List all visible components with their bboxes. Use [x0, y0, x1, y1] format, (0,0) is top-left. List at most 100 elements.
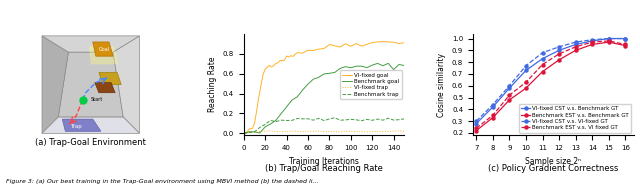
Benchmark EST v.s. VI fixed GT	[522, 81, 530, 83]
Legend: VI-fixed CST v.s. Benchmark GT, Benchmark EST v.s. Benchmark GT, VI-fixed CST v.: VI-fixed CST v.s. Benchmark GT, Benchmar…	[519, 104, 631, 133]
Benchmark trap	[390, 119, 397, 121]
VI-fixed goal	[266, 64, 273, 67]
VI-fixed goal	[326, 43, 333, 46]
Title: (b) Trap/Goal Reaching Rate: (b) Trap/Goal Reaching Rate	[265, 164, 383, 173]
Benchmark EST v.s. VI fixed GT	[506, 94, 513, 96]
VI-fixed goal	[299, 52, 307, 54]
Benchmark trap	[379, 119, 387, 121]
Benchmark goal	[304, 83, 312, 85]
Benchmark trap	[299, 118, 307, 120]
VI-fixed goal	[385, 41, 392, 43]
Benchmark trap	[336, 119, 344, 121]
Benchmark goal	[374, 62, 381, 64]
VI-fixed trap	[358, 130, 365, 133]
VI-fixed CST v.s. Benchmark GT	[605, 37, 612, 40]
Benchmark goal	[336, 67, 344, 70]
Benchmark goal	[250, 131, 258, 133]
Benchmark trap	[326, 118, 333, 120]
VI-fixed goal	[363, 43, 371, 45]
Benchmark goal	[369, 64, 376, 66]
Benchmark goal	[331, 71, 339, 74]
VI-fixed trap	[352, 130, 360, 133]
Benchmark trap	[304, 118, 312, 120]
VI-fixed goal	[270, 65, 278, 67]
VI-fixed trap	[256, 130, 264, 133]
Benchmark trap	[342, 119, 349, 121]
VI-fixed goal	[274, 62, 282, 64]
Benchmark goal	[288, 99, 296, 101]
Benchmark EST v.s. Benchmark GT	[522, 87, 530, 89]
VI-fixed goal	[272, 62, 280, 64]
Benchmark EST v.s. Benchmark GT	[472, 130, 480, 132]
VI-fixed trap	[379, 131, 387, 133]
Line: Benchmark EST v.s. Benchmark GT: Benchmark EST v.s. Benchmark GT	[475, 41, 627, 132]
VI-fixed goal	[253, 110, 260, 113]
VI-fixed CST v.s. Benchmark GT	[621, 37, 629, 40]
VI-fixed goal	[315, 48, 323, 50]
Benchmark trap	[240, 132, 248, 134]
VI-fixed trap	[401, 130, 408, 132]
Line: VI-fixed trap: VI-fixed trap	[244, 131, 404, 133]
Benchmark trap	[347, 118, 355, 121]
Line: Benchmark trap: Benchmark trap	[244, 118, 404, 133]
VI-fixed goal	[250, 123, 258, 125]
Text: Start: Start	[91, 97, 103, 102]
Benchmark goal	[256, 132, 264, 134]
VI-fixed trap	[336, 131, 344, 133]
X-axis label: Training Iterations: Training Iterations	[289, 157, 359, 166]
Polygon shape	[93, 42, 113, 56]
VI-fixed trap	[245, 131, 253, 133]
Benchmark EST v.s. VI fixed GT	[539, 63, 547, 66]
VI-fixed CST v.s. VI-fixed GT	[621, 37, 629, 40]
Line: VI-fixed goal: VI-fixed goal	[244, 42, 404, 133]
VI-fixed trap	[326, 130, 333, 133]
VI-fixed trap	[310, 130, 317, 133]
VI-fixed goal	[390, 41, 397, 43]
Polygon shape	[42, 36, 140, 52]
VI-fixed trap	[288, 130, 296, 132]
VI-fixed CST v.s. Benchmark GT	[539, 58, 547, 60]
Benchmark goal	[395, 63, 403, 66]
Benchmark EST v.s. VI fixed GT	[605, 40, 612, 42]
VI-fixed CST v.s. VI-fixed GT	[522, 65, 530, 67]
Benchmark trap	[288, 119, 296, 121]
Polygon shape	[58, 52, 124, 117]
Text: Trap: Trap	[70, 124, 81, 129]
Benchmark trap	[374, 118, 381, 120]
Polygon shape	[62, 119, 101, 131]
Benchmark trap	[320, 119, 328, 122]
Line: VI-fixed CST v.s. Benchmark GT: VI-fixed CST v.s. Benchmark GT	[475, 37, 627, 125]
VI-fixed goal	[259, 74, 267, 76]
Benchmark trap	[293, 117, 301, 120]
Benchmark goal	[401, 64, 408, 67]
Title: (a) Trap-Goal Environment: (a) Trap-Goal Environment	[35, 138, 146, 147]
Benchmark goal	[240, 133, 248, 135]
VI-fixed goal	[310, 49, 317, 52]
VI-fixed goal	[283, 55, 291, 57]
VI-fixed trap	[267, 130, 275, 132]
Y-axis label: Reaching Rate: Reaching Rate	[208, 57, 217, 112]
VI-fixed goal	[352, 42, 360, 45]
Polygon shape	[113, 36, 140, 133]
Benchmark trap	[352, 119, 360, 121]
Benchmark trap	[277, 119, 285, 121]
Polygon shape	[89, 46, 118, 64]
VI-fixed goal	[293, 52, 301, 54]
Benchmark EST v.s. Benchmark GT	[506, 99, 513, 101]
VI-fixed goal	[244, 130, 252, 132]
Benchmark trap	[369, 119, 376, 121]
VI-fixed trap	[250, 131, 258, 133]
VI-fixed trap	[342, 130, 349, 132]
VI-fixed goal	[331, 45, 339, 47]
VI-fixed CST v.s. Benchmark GT	[572, 43, 579, 46]
Text: Figure 3: (a) Our best training in the Trap-Goal environment using MBVI method (: Figure 3: (a) Our best training in the T…	[6, 179, 319, 184]
VI-fixed CST v.s. Benchmark GT	[489, 106, 497, 108]
Benchmark goal	[352, 65, 360, 67]
Benchmark goal	[385, 62, 392, 64]
Benchmark goal	[390, 68, 397, 71]
VI-fixed goal	[395, 42, 403, 45]
Benchmark goal	[267, 123, 275, 125]
VI-fixed goal	[358, 45, 365, 47]
Benchmark goal	[283, 106, 291, 108]
VI-fixed trap	[331, 130, 339, 133]
